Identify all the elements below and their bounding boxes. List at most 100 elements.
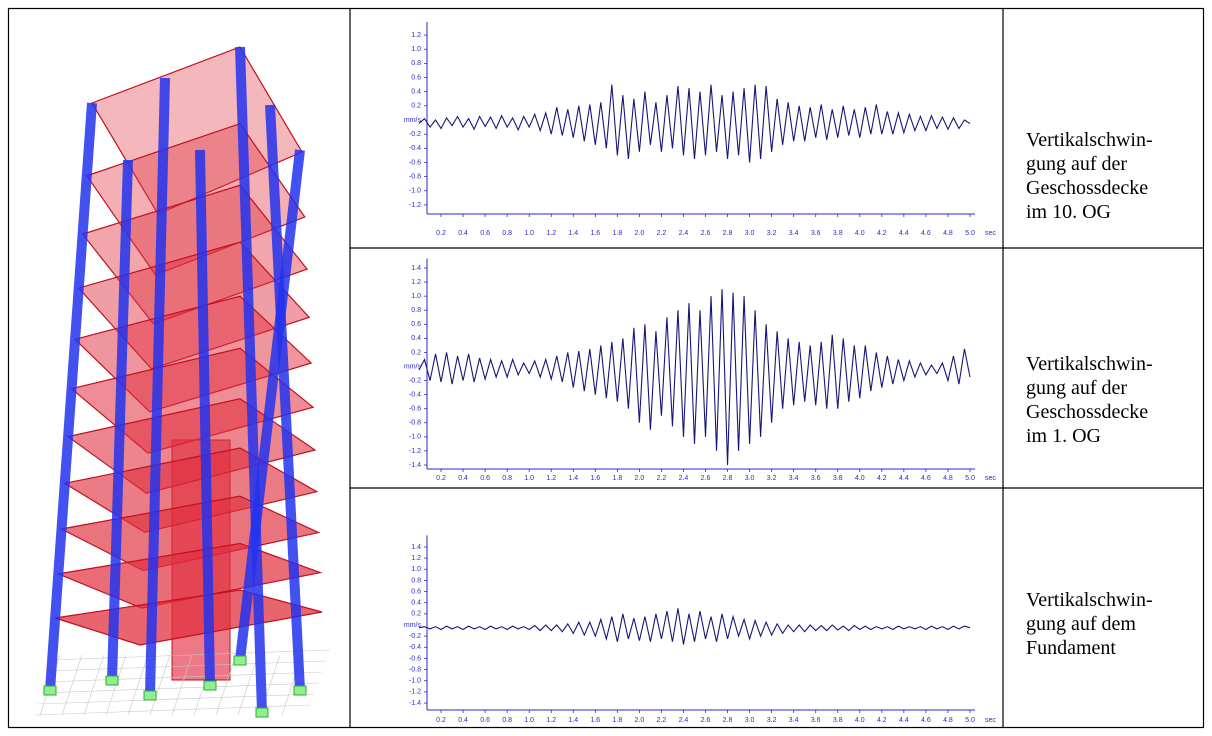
y-tick-label: -0.2 (409, 377, 421, 384)
caption-line: Fundament (1026, 636, 1201, 660)
y-tick-label: 0.6 (411, 588, 421, 595)
y-tick-label: -0.4 (409, 644, 421, 651)
x-tick-label: 4.2 (877, 475, 887, 482)
x-tick-label: 0.2 (436, 717, 446, 724)
y-tick-label: 0.4 (411, 335, 421, 342)
x-tick-label: 0.2 (436, 230, 446, 237)
foundation-grid (62, 655, 82, 715)
building-model (35, 47, 330, 717)
caption-line: Geschossdecke (1026, 176, 1201, 200)
y-tick-label: -1.0 (409, 678, 421, 685)
x-tick-label: 3.0 (745, 717, 755, 724)
x-tick-label: 1.0 (524, 230, 534, 237)
x-tick-label: 5.0 (965, 717, 975, 724)
footing (144, 691, 156, 700)
x-tick-label: 1.0 (524, 717, 534, 724)
y-tick-label: -0.8 (409, 666, 421, 673)
chart: 1.41.21.00.80.60.40.2-0.2-0.4-0.6-0.8-1.… (404, 259, 997, 482)
floor-slab (55, 590, 322, 645)
x-tick-label: 0.6 (480, 717, 490, 724)
y-tick-label: -1.2 (409, 202, 421, 209)
y-tick-label: 0.2 (411, 103, 421, 110)
y-tick-label: -0.6 (409, 655, 421, 662)
y-tick-label: -1.2 (409, 448, 421, 455)
y-tick-label: 1.0 (411, 46, 421, 53)
x-tick-label: 2.8 (723, 717, 733, 724)
x-tick-label: 2.6 (701, 717, 711, 724)
x-tick-label: 2.8 (723, 230, 733, 237)
x-tick-label: 4.6 (921, 717, 931, 724)
y-tick-label: -1.0 (409, 434, 421, 441)
x-tick-label: 3.4 (789, 475, 799, 482)
signal-line (419, 289, 970, 465)
x-tick-label: 2.4 (679, 230, 689, 237)
x-tick-label: 4.4 (899, 717, 909, 724)
y-tick-label: -1.4 (409, 462, 421, 469)
caption: Vertikalschwin-gung auf derGeschossdecke… (1026, 128, 1201, 224)
x-tick-label: 1.4 (568, 475, 578, 482)
chart: 1.21.00.80.60.40.2-0.2-0.4-0.6-0.8-1.0-1… (404, 22, 997, 237)
x-tick-label: 4.8 (943, 475, 953, 482)
y-tick-label: -0.2 (409, 633, 421, 640)
x-tick-label: 2.0 (635, 475, 645, 482)
x-axis-label: sec (985, 230, 996, 237)
x-tick-label: 4.6 (921, 475, 931, 482)
x-tick-label: 2.6 (701, 230, 711, 237)
y-tick-label: 1.4 (411, 544, 421, 551)
caption-line: im 1. OG (1026, 424, 1201, 448)
x-tick-label: 2.2 (657, 475, 667, 482)
x-tick-label: 2.2 (657, 717, 667, 724)
footing (44, 686, 56, 695)
x-tick-label: 2.4 (679, 717, 689, 724)
caption-line: gung auf der (1026, 376, 1201, 400)
x-tick-label: 0.4 (458, 475, 468, 482)
x-tick-label: 3.6 (811, 230, 821, 237)
y-tick-label: 0.2 (411, 349, 421, 356)
x-tick-label: 4.0 (855, 717, 865, 724)
y-tick-label: 0.6 (411, 74, 421, 81)
x-tick-label: 4.0 (855, 475, 865, 482)
x-tick-label: 1.0 (524, 475, 534, 482)
x-tick-label: 0.4 (458, 717, 468, 724)
footing (294, 686, 306, 695)
x-tick-label: 3.4 (789, 230, 799, 237)
footing (256, 708, 268, 717)
x-tick-label: 3.2 (767, 230, 777, 237)
x-tick-label: 0.8 (502, 717, 512, 724)
x-tick-label: 1.8 (612, 475, 622, 482)
y-tick-label: -0.6 (409, 406, 421, 413)
x-tick-label: 5.0 (965, 230, 975, 237)
x-tick-label: 2.4 (679, 475, 689, 482)
y-tick-label: 1.2 (411, 279, 421, 286)
x-tick-label: 4.6 (921, 230, 931, 237)
x-tick-label: 2.8 (723, 475, 733, 482)
caption: Vertikalschwin-gung auf derGeschossdecke… (1026, 352, 1201, 448)
y-tick-label: 0.4 (411, 600, 421, 607)
y-tick-label: -0.2 (409, 131, 421, 138)
y-tick-label: 1.2 (411, 32, 421, 39)
y-tick-label: 1.2 (411, 555, 421, 562)
x-tick-label: 5.0 (965, 475, 975, 482)
y-tick-label: 0.2 (411, 611, 421, 618)
y-tick-label: -1.2 (409, 689, 421, 696)
x-tick-label: 4.2 (877, 230, 887, 237)
x-tick-label: 3.6 (811, 717, 821, 724)
x-tick-label: 2.6 (701, 475, 711, 482)
y-tick-label: 1.4 (411, 265, 421, 272)
footing (106, 676, 118, 685)
x-tick-label: 3.2 (767, 717, 777, 724)
y-tick-label: 0.8 (411, 307, 421, 314)
page: 1.2 1.0 0.8 0.6 0.4 0.2 -0.2 -0.4 -0.6 -0.8 -1.0 -1… (0, 0, 1212, 736)
chart: 1.4 1.2 1.0 0.8 0.6 0.4 0.2 -0.2 -0.4 -0.6 -0.8 -1.… (404, 535, 997, 723)
x-axis-label: sec (985, 475, 996, 482)
x-tick-label: 0.6 (480, 230, 490, 237)
x-tick-label: 3.8 (833, 475, 843, 482)
y-tick-label: 0.6 (411, 321, 421, 328)
x-tick-label: 0.2 (436, 475, 446, 482)
x-tick-label: 4.4 (899, 475, 909, 482)
x-tick-label: 1.6 (590, 230, 600, 237)
x-tick-label: 0.4 (458, 230, 468, 237)
y-tick-label: -0.6 (409, 159, 421, 166)
caption-line: Vertikalschwin- (1026, 128, 1201, 152)
x-tick-label: 1.8 (612, 230, 622, 237)
